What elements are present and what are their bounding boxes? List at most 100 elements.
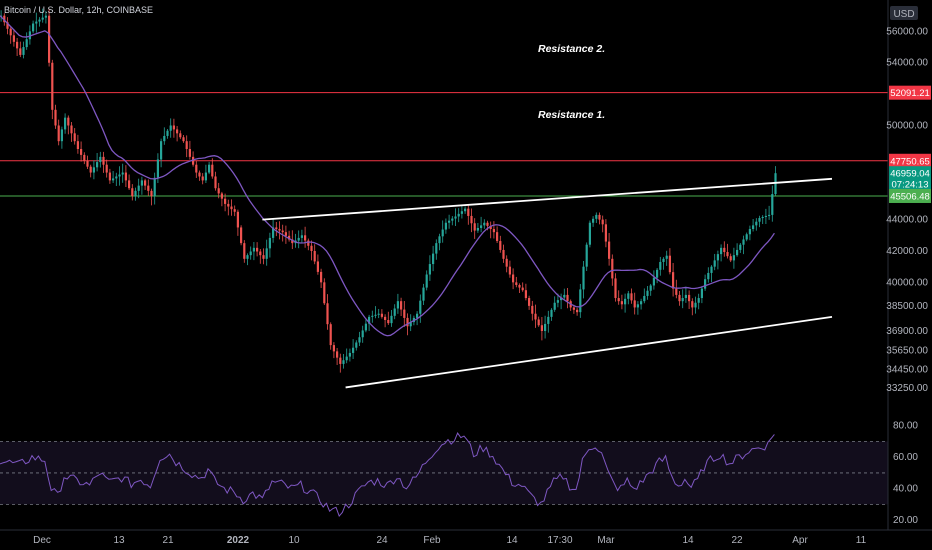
- candle-body: [755, 221, 758, 226]
- candle-body: [518, 284, 521, 288]
- candle-body: [83, 154, 86, 161]
- candle-body: [345, 356, 348, 361]
- candle-body: [684, 294, 687, 299]
- candle-body: [80, 149, 83, 155]
- candle-body: [102, 156, 105, 165]
- candle-body: [419, 300, 422, 314]
- candle-body: [492, 229, 495, 233]
- candle-body: [160, 141, 163, 160]
- price-tick-label: 35650.00: [886, 346, 928, 357]
- candle-body: [268, 237, 271, 249]
- rsi-axis[interactable]: 80.00 60.00 40.00 20.00: [893, 421, 918, 526]
- candle-body: [192, 156, 195, 165]
- rsi-pane: [0, 432, 888, 518]
- candle-body: [524, 290, 527, 299]
- candle-body: [3, 15, 6, 23]
- candle-body: [204, 172, 207, 181]
- candle-body: [668, 255, 671, 273]
- time-tick-label: Apr: [792, 535, 808, 546]
- time-tick-label: Mar: [597, 535, 615, 546]
- candle-body: [32, 23, 35, 32]
- candle-body: [310, 245, 313, 251]
- candle-body: [726, 252, 729, 257]
- trendline-1[interactable]: [262, 177, 833, 221]
- candle-body: [470, 215, 473, 224]
- candle-body: [550, 309, 553, 317]
- candle-body: [153, 177, 156, 197]
- candle-body: [57, 125, 60, 142]
- currency-label: USD: [893, 9, 914, 20]
- candle-body: [288, 235, 291, 240]
- candle-body: [320, 271, 323, 283]
- candle-body: [390, 315, 393, 324]
- candle-body: [486, 222, 489, 226]
- price-tag-3: [889, 166, 931, 181]
- candle-body: [624, 298, 627, 305]
- candle-body: [384, 316, 387, 320]
- trendline-2[interactable]: [345, 315, 833, 389]
- currency-badge[interactable]: [890, 6, 918, 20]
- time-tick-label: Feb: [423, 535, 441, 546]
- time-tick-label: Dec: [33, 535, 51, 546]
- candle-body: [201, 176, 204, 181]
- candle-body: [76, 141, 79, 150]
- candle-body: [560, 297, 563, 301]
- rsi-tick-label: 20.00: [893, 515, 918, 526]
- candle-body: [697, 298, 700, 303]
- candle-body: [208, 164, 211, 173]
- candle-body: [620, 301, 623, 305]
- price-tick-label: 42000.00: [886, 246, 928, 257]
- price-axis[interactable]: 56000.00 54000.00 50000.00 44000.00 42000.00…: [886, 26, 928, 394]
- candle-body: [643, 295, 646, 302]
- candle-body: [339, 357, 342, 364]
- candle-body: [336, 351, 339, 358]
- candle-body: [156, 159, 159, 178]
- candle-body: [275, 227, 278, 230]
- candle-body: [355, 342, 358, 348]
- candle-body: [44, 15, 47, 18]
- candle-body: [16, 41, 19, 49]
- price-tag-label: 45506.48: [890, 191, 930, 202]
- candle-body: [630, 293, 633, 301]
- candle-body: [416, 313, 419, 318]
- price-tag-label: 47750.65: [890, 156, 930, 167]
- time-tick-label: 22: [731, 535, 743, 546]
- candle-body: [252, 247, 255, 252]
- time-tick-label: 24: [376, 535, 388, 546]
- candle-body: [67, 117, 70, 126]
- candle-body: [246, 255, 249, 259]
- candle-body: [752, 225, 755, 230]
- candle-body: [144, 180, 147, 186]
- candle-body: [483, 222, 486, 226]
- candle-body: [508, 266, 511, 275]
- candle-body: [460, 211, 463, 214]
- candle-body: [112, 178, 115, 181]
- candle-body: [601, 219, 604, 225]
- candle-body: [444, 222, 447, 230]
- rsi-tick-label: 80.00: [893, 421, 918, 432]
- candle-body: [256, 247, 259, 252]
- candle-body: [124, 172, 127, 181]
- candle-body: [537, 319, 540, 326]
- candle-body: [60, 129, 63, 142]
- time-axis[interactable]: Dec 13 21 2022 10 24 Feb 14 17:30 Mar 14 22 Apr 11: [33, 535, 867, 546]
- candle-body: [249, 251, 252, 256]
- candle-body: [454, 216, 457, 219]
- candle-body: [521, 287, 524, 291]
- candle-body: [105, 164, 108, 173]
- candle-body: [54, 109, 57, 126]
- candle-body: [169, 125, 172, 131]
- candle-body: [646, 290, 649, 296]
- candle-body: [9, 28, 12, 36]
- candle-body: [332, 345, 335, 352]
- candle-body: [368, 316, 371, 324]
- candle-body: [435, 243, 438, 254]
- price-tag-label: 52091.21: [890, 88, 930, 99]
- candle-body: [502, 249, 505, 259]
- candle-body: [236, 211, 239, 228]
- candle-body: [233, 209, 236, 212]
- candle-body: [281, 230, 284, 233]
- candle-body: [259, 251, 262, 256]
